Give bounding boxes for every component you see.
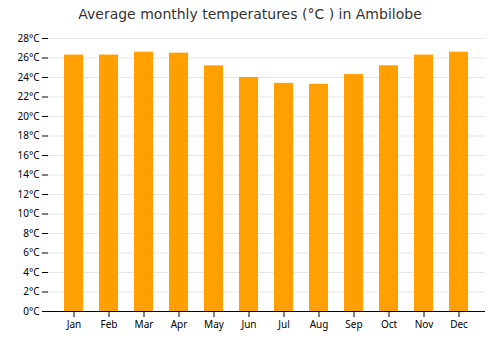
svg-text:14°C: 14°C [17, 167, 40, 181]
svg-text:12°C: 12°C [17, 187, 40, 201]
svg-text:24°C: 24°C [17, 70, 40, 84]
svg-text:20°C: 20°C [17, 109, 40, 123]
svg-text:Aug: Aug [310, 317, 329, 331]
svg-text:10°C: 10°C [17, 206, 40, 220]
svg-text:26°C: 26°C [17, 50, 40, 64]
svg-text:22°C: 22°C [17, 89, 40, 103]
svg-text:16°C: 16°C [17, 148, 40, 162]
svg-text:28°C: 28°C [17, 31, 40, 45]
svg-text:4°C: 4°C [23, 265, 40, 279]
svg-text:Apr: Apr [171, 317, 188, 331]
svg-text:May: May [204, 317, 225, 331]
svg-text:Jan: Jan [66, 317, 82, 331]
svg-text:Mar: Mar [135, 317, 154, 331]
svg-text:Jul: Jul [277, 317, 290, 331]
svg-text:6°C: 6°C [23, 245, 40, 259]
svg-text:Feb: Feb [101, 317, 118, 331]
svg-text:2°C: 2°C [23, 284, 40, 298]
svg-text:Sep: Sep [345, 317, 362, 331]
svg-text:Jun: Jun [240, 317, 256, 331]
svg-text:Oct: Oct [381, 317, 398, 331]
svg-text:Dec: Dec [450, 317, 468, 331]
html-text:Average monthly temperatures (: Average monthly temperatures (°C ) in Am… [78, 6, 422, 22]
svg-text:0°C: 0°C [23, 304, 40, 318]
svg-text:Nov: Nov [415, 317, 434, 331]
svg-text:18°C: 18°C [17, 128, 40, 142]
svg-text:8°C: 8°C [23, 226, 40, 240]
